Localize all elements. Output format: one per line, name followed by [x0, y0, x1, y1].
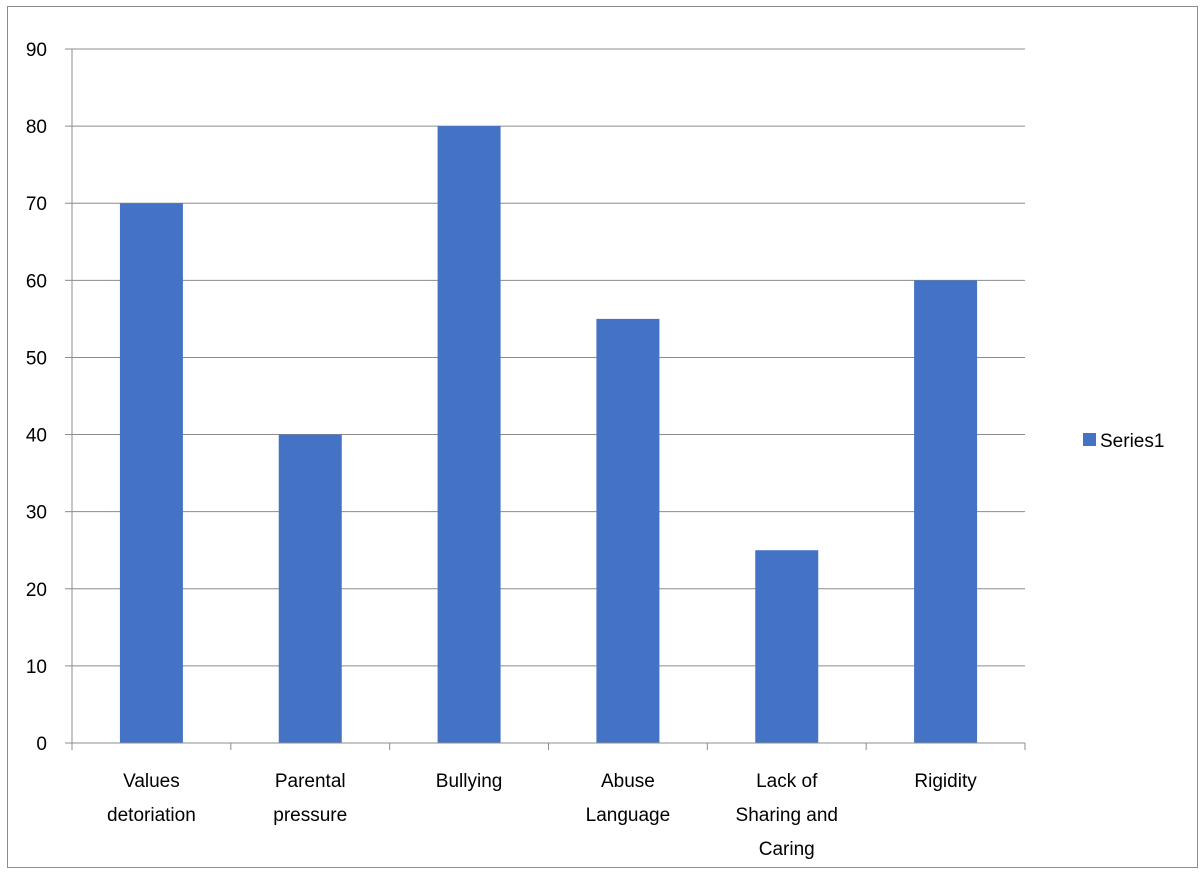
x-category-label: Abuse Language: [586, 771, 671, 826]
bar: [119, 203, 183, 743]
x-category-label-line: pressure: [273, 805, 347, 826]
x-category-label-line: Values: [123, 771, 180, 792]
axes: [65, 48, 1026, 750]
bar: [437, 126, 501, 744]
x-category-label-line: Language: [586, 805, 671, 826]
y-tick-labels: 0 10 20 30 40 50 60 70 80 90: [26, 40, 47, 755]
legend-swatch: [1083, 433, 1096, 446]
y-tick-label: 20: [26, 580, 47, 601]
y-tick-label: 40: [26, 426, 47, 447]
x-category-label-line: Lack of: [756, 771, 818, 792]
y-tick-label: 60: [26, 271, 47, 292]
x-category-label: Parental pressure: [273, 771, 347, 826]
x-category-label-line: Rigidity: [914, 771, 977, 792]
bar: [596, 318, 660, 743]
y-tick-label: 30: [26, 503, 47, 524]
bar: [755, 550, 819, 743]
y-tick-label: 0: [36, 734, 47, 755]
y-tick-label: 70: [26, 194, 47, 215]
legend: Series1: [1083, 431, 1164, 452]
y-tick-label: 10: [26, 657, 47, 678]
x-category-label: Values detoriation: [107, 771, 196, 826]
y-tick-label: 80: [26, 117, 47, 138]
x-category-label-line: Abuse: [601, 771, 655, 792]
x-category-labels: Values detoriation Parental pressure Bullyin…: [107, 771, 977, 860]
x-category-label-line: Caring: [759, 839, 815, 860]
legend-label: Series1: [1100, 431, 1164, 452]
x-category-label-line: Bullying: [436, 771, 503, 792]
x-category-label: Rigidity: [914, 771, 977, 792]
bar: [914, 280, 978, 743]
bar-chart: 0 10 20 30 40 50 60 70 80 90 Values detoriation Par…: [26, 40, 1165, 860]
y-tick-label: 50: [26, 348, 47, 369]
bars: [119, 126, 978, 744]
gridlines: [72, 48, 1025, 667]
y-tick-label: 90: [26, 40, 47, 61]
x-category-label: Bullying: [436, 771, 503, 792]
chart-frame: 0 10 20 30 40 50 60 70 80 90 Values detoriation Par…: [7, 6, 1198, 868]
x-category-label-line: detoriation: [107, 805, 196, 826]
x-category-label: Lack of Sharing and Caring: [736, 771, 838, 860]
x-category-label-line: Parental: [275, 771, 346, 792]
bar: [278, 434, 342, 743]
x-category-label-line: Sharing and: [736, 805, 838, 826]
